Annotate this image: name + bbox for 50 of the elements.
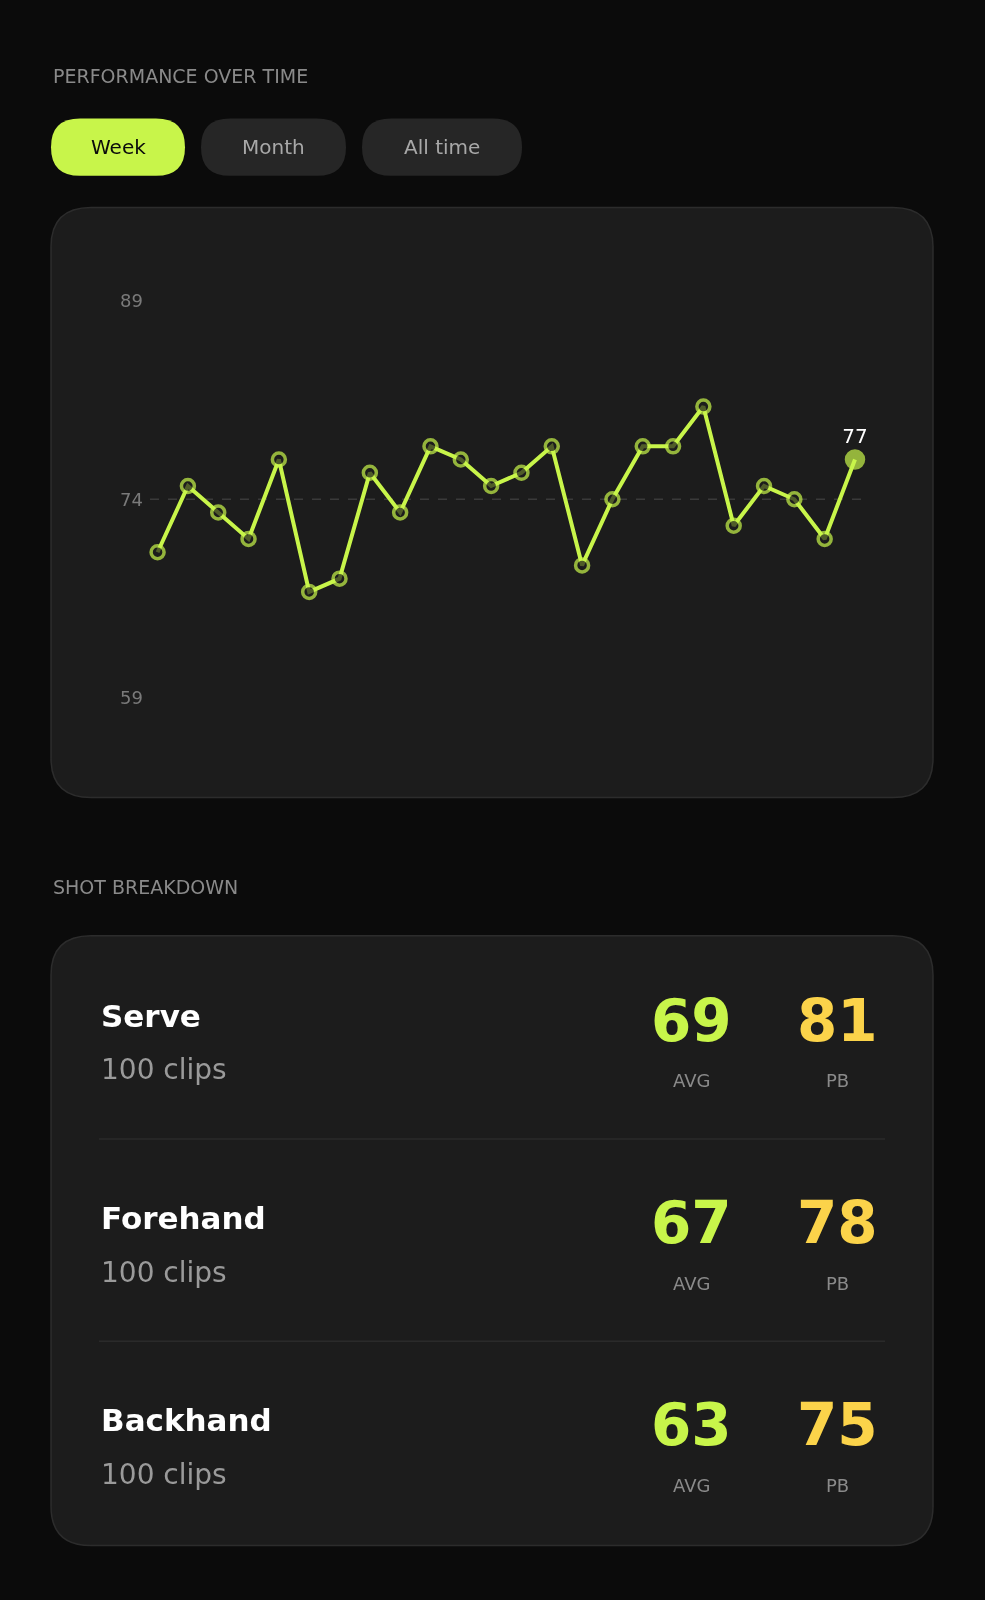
point (664, 438, 682, 455)
chart-title: PERFORMANCE OVER TIME (53, 65, 309, 87)
point (240, 530, 257, 548)
text: SHOT BREAKDOWN (53, 876, 239, 898)
y-tick-label: 74 (120, 488, 143, 510)
text: PB (826, 1070, 850, 1091)
point (361, 464, 379, 482)
point (725, 517, 742, 534)
point (300, 583, 318, 601)
text: Week (91, 135, 147, 159)
text: Forehand (101, 1200, 266, 1236)
y-tick-label: 59 (120, 687, 143, 709)
text: AVG (673, 1475, 711, 1496)
point (179, 477, 197, 495)
point (422, 438, 439, 455)
text: 81 (797, 987, 878, 1055)
text: Serve (101, 998, 201, 1034)
text: 100 clips (101, 1053, 227, 1086)
point (482, 477, 500, 495)
text: AVG (673, 1070, 711, 1091)
point (513, 464, 530, 482)
point (391, 504, 409, 521)
point (604, 491, 621, 508)
point (452, 451, 470, 468)
data-label: 77 (842, 423, 868, 448)
text: PB (826, 1273, 850, 1294)
point (209, 504, 227, 521)
text: 67 (651, 1189, 732, 1257)
point (149, 543, 166, 561)
point (573, 557, 591, 574)
point (816, 530, 833, 548)
y-tick-label: 89 (120, 289, 143, 311)
text: 78 (797, 1189, 878, 1257)
text: AVG (673, 1273, 711, 1294)
point (786, 491, 803, 508)
text: All time (404, 135, 481, 159)
text: 100 clips (101, 1458, 227, 1491)
text: Backhand (101, 1402, 272, 1438)
point (331, 570, 348, 587)
point (543, 438, 561, 455)
text: 75 (797, 1391, 878, 1459)
text: PB (826, 1475, 850, 1496)
point (634, 438, 651, 455)
text: 100 clips (101, 1256, 227, 1289)
point (755, 477, 773, 495)
text: 63 (651, 1391, 732, 1459)
text: Month (242, 135, 305, 159)
text: 69 (651, 987, 732, 1055)
point (270, 451, 288, 468)
point (695, 398, 712, 415)
